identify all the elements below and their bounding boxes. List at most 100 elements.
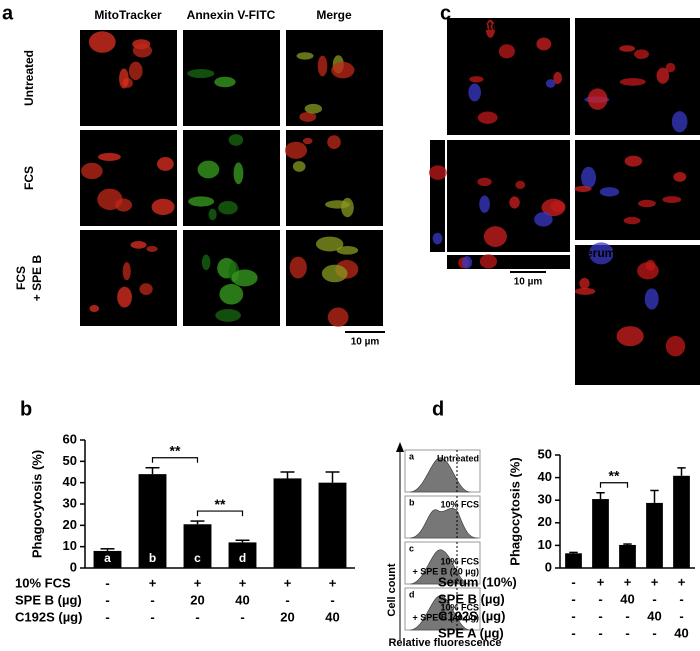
- condition-cell: -: [285, 592, 289, 607]
- y-tick-label: 0: [545, 559, 552, 574]
- cell: [468, 83, 482, 102]
- y-tick-label: 50: [63, 453, 77, 468]
- cell: [637, 262, 659, 280]
- cell: [545, 79, 556, 88]
- y-tick-label: 50: [538, 446, 552, 461]
- cell: [581, 166, 597, 189]
- condition-cell: -: [571, 608, 575, 623]
- cell: [574, 185, 592, 192]
- condition-label: 10% FCS: [15, 575, 71, 590]
- condition-cell: -: [598, 591, 602, 606]
- y-tick-label: 20: [63, 517, 77, 532]
- cell: [132, 43, 153, 58]
- condition-label: SPE B (µg): [438, 591, 505, 606]
- cell: [302, 137, 313, 145]
- panel-label: d: [432, 398, 444, 420]
- micrograph: [447, 140, 570, 252]
- row-label: FCS: [14, 266, 28, 290]
- cell: [201, 254, 211, 271]
- significance-bracket: [151, 457, 199, 463]
- condition-cell: -: [679, 608, 683, 623]
- condition-cell: -: [598, 625, 602, 640]
- cell: [619, 78, 646, 86]
- cell: [321, 264, 348, 283]
- hist-label: 10% FCS: [440, 602, 479, 612]
- cell: [462, 256, 473, 269]
- column-header: Annexin V-FITC: [187, 8, 276, 22]
- condition-cell: 40: [647, 608, 661, 623]
- cell: [284, 141, 308, 159]
- bar: [93, 550, 122, 568]
- significance-bracket: [196, 510, 244, 517]
- hist-letter: d: [409, 589, 415, 599]
- cell: [88, 31, 116, 53]
- condition-cell: +: [329, 575, 337, 590]
- bar: [138, 474, 167, 568]
- hist-label: + SPE B (40 µg): [413, 612, 479, 622]
- bar: [619, 544, 636, 568]
- hist-label: 10% FCS: [440, 499, 479, 509]
- cell: [299, 111, 317, 122]
- cell: [550, 200, 566, 213]
- condition-cell: +: [194, 575, 202, 590]
- row-label: FCS: [22, 166, 36, 190]
- condition-cell: -: [652, 625, 656, 640]
- image-label: Serum + SPE B: [578, 19, 665, 33]
- cell: [479, 254, 498, 269]
- y-axis-label: Phagocytosis (%): [29, 450, 44, 558]
- cell: [671, 111, 688, 133]
- condition-cell: 20: [190, 592, 204, 607]
- y-tick-label: 40: [63, 474, 77, 489]
- cell: [534, 212, 553, 227]
- axis-label: Cell count: [386, 563, 398, 617]
- cell: [509, 196, 520, 209]
- bar: [565, 553, 582, 568]
- condition-cell: -: [150, 592, 154, 607]
- bar-label: c: [194, 551, 201, 565]
- cell: [665, 62, 676, 73]
- condition-cell: -: [105, 592, 109, 607]
- y-tick-label: 40: [538, 469, 552, 484]
- cell: [477, 111, 498, 124]
- cell: [81, 162, 103, 180]
- condition-cell: -: [150, 609, 154, 624]
- cell: [304, 103, 323, 114]
- cell: [432, 232, 443, 245]
- hist-letter: b: [409, 497, 415, 507]
- cell: [638, 199, 656, 208]
- y-axis-label: Phagocytosis (%): [507, 457, 522, 565]
- cell: [219, 283, 244, 305]
- cell: [588, 242, 614, 265]
- condition-label: SPE A (µg): [438, 625, 504, 640]
- bar: [673, 475, 690, 568]
- cell: [469, 76, 484, 83]
- cell: [231, 269, 258, 287]
- condition-cell: -: [195, 609, 199, 624]
- cell: [151, 198, 175, 215]
- cell: [336, 245, 359, 255]
- histogram: [409, 549, 471, 585]
- cell: [673, 171, 687, 182]
- condition-label: C192S (µg): [438, 608, 505, 623]
- y-tick-label: 30: [538, 492, 552, 507]
- cell: [188, 196, 215, 207]
- significance-label: **: [609, 467, 620, 483]
- cell: [97, 152, 121, 161]
- bar: [273, 478, 302, 568]
- condition-cell: -: [105, 575, 109, 590]
- cell: [616, 326, 644, 347]
- bar: [183, 524, 212, 568]
- cell: [156, 157, 174, 171]
- cell: [218, 201, 238, 215]
- condition-cell: -: [598, 608, 602, 623]
- significance-label: **: [215, 496, 226, 512]
- cell: [214, 76, 236, 88]
- y-tick-label: 60: [63, 431, 77, 446]
- hist-label: + SPE B (20 µg): [413, 566, 479, 576]
- cell: [587, 88, 608, 110]
- condition-cell: +: [678, 574, 686, 589]
- image-label: Untreated: [450, 19, 506, 33]
- cell: [485, 19, 495, 38]
- condition-cell: -: [652, 591, 656, 606]
